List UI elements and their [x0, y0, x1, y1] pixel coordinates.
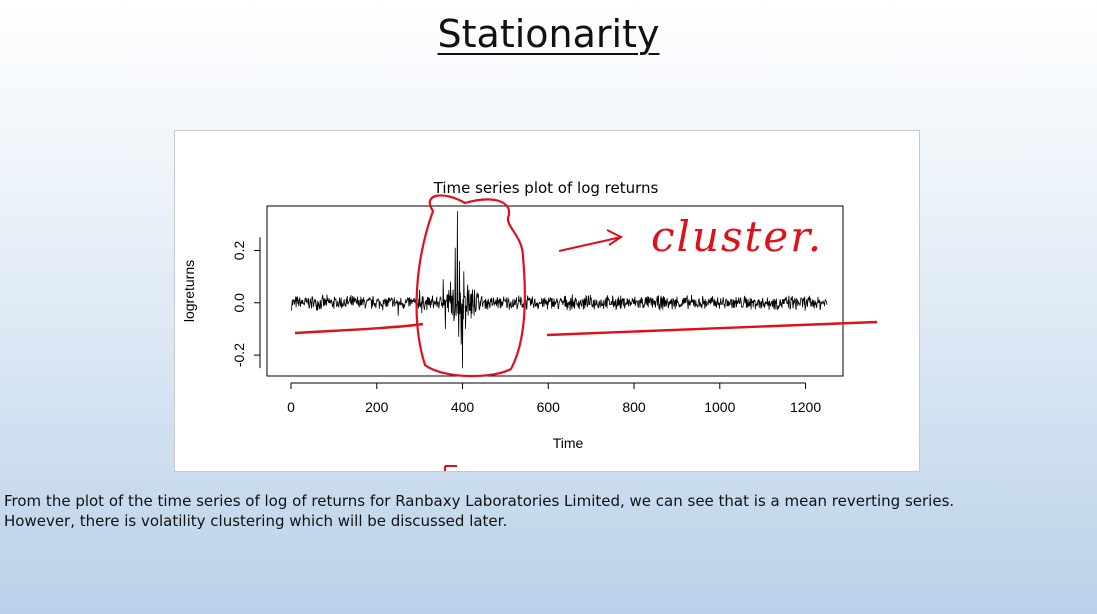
x-tick-label: 1000 [704, 399, 735, 415]
caption-line-2: However, there is volatility clustering … [4, 512, 508, 530]
x-tick-label: 200 [365, 399, 389, 415]
plot-box [266, 205, 844, 377]
x-axis-label: Time [553, 435, 584, 451]
cluster-handwritten-label: cluster. [651, 212, 823, 261]
x-tick-label: 800 [622, 399, 646, 415]
caption-line-1: From the plot of the time series of log … [4, 492, 955, 510]
x-tick-label: 1200 [790, 399, 821, 415]
y-tick-label: 0.0 [231, 293, 247, 313]
chart-title: Time series plot of log returns [433, 179, 659, 197]
chart-image: Time series plot of log returns 0 200 400 60… [174, 130, 920, 472]
x-tick-label: 400 [451, 399, 475, 415]
mean-line-annotation-left [294, 322, 424, 335]
log-returns-chart: Time series plot of log returns 0 200 400 60… [181, 179, 878, 471]
mean-line-annotation-right [546, 320, 878, 337]
y-tick-label: -0.2 [231, 343, 247, 367]
y-axis-label: logreturns [181, 260, 197, 322]
x-tick-label: 0 [287, 399, 295, 415]
y-tick-label: 0.2 [231, 241, 247, 261]
slide-caption: From the plot of the time series of log … [4, 491, 1094, 531]
slide-title: Stationarity [437, 12, 660, 56]
bracket-mark-annotation [444, 465, 457, 471]
cluster-arrow-annotation [558, 229, 623, 252]
cluster-circle-annotation [415, 194, 526, 378]
log-returns-series-line [291, 211, 828, 369]
x-tick-label: 600 [537, 399, 561, 415]
